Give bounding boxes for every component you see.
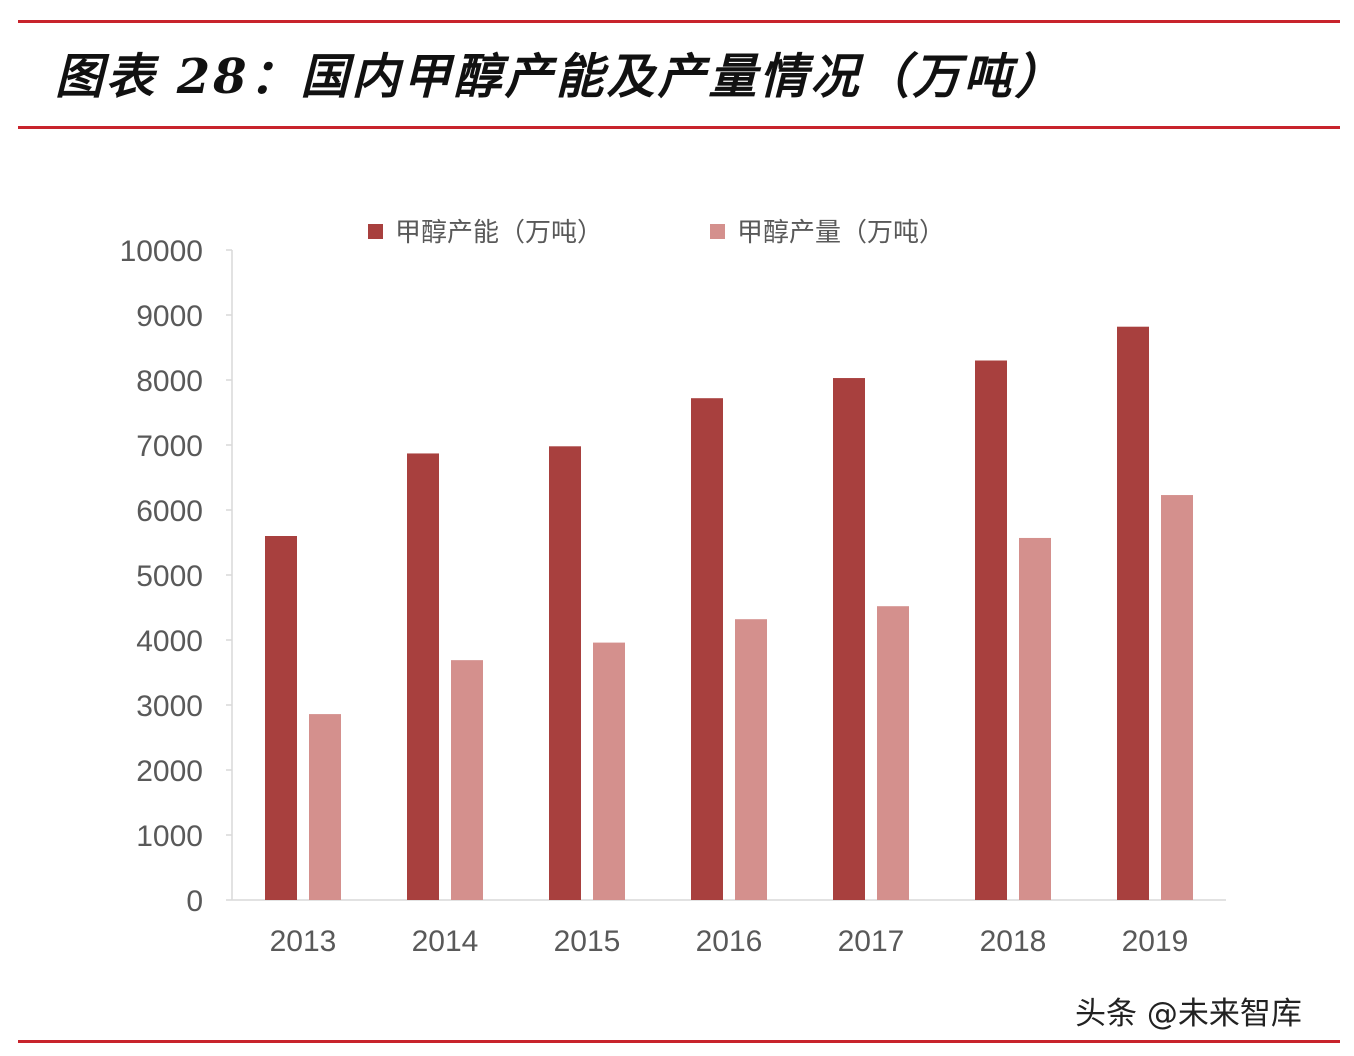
bar-capacity-2013 bbox=[265, 536, 297, 900]
y-tick-label: 10000 bbox=[120, 235, 203, 268]
chart-axes bbox=[231, 250, 1226, 901]
top-rule bbox=[18, 20, 1340, 23]
bar-output-2016 bbox=[735, 619, 767, 900]
legend-swatch-output bbox=[710, 224, 725, 239]
bar-capacity-2016 bbox=[691, 398, 723, 900]
bar-output-2017 bbox=[877, 606, 909, 900]
x-tick-label: 2014 bbox=[412, 925, 479, 958]
legend-swatch-capacity bbox=[368, 224, 383, 239]
x-tick-labels: 2013 2014 2015 2016 2017 2018 2019 bbox=[270, 925, 1189, 958]
bar-output-2019 bbox=[1161, 495, 1193, 900]
bottom-rule bbox=[18, 1040, 1340, 1043]
page-title: 图表 28：国内甲醇产能及产量情况（万吨） bbox=[55, 49, 1066, 105]
bar-capacity-2015 bbox=[549, 446, 581, 900]
y-tick-label: 2000 bbox=[136, 755, 203, 788]
bar-output-2013 bbox=[309, 714, 341, 900]
y-tick-labels: 0 1000 2000 3000 4000 5000 6000 7000 8000 9000 100… bbox=[120, 235, 232, 918]
chart-bars bbox=[265, 326, 1193, 900]
y-tick-label: 5000 bbox=[136, 560, 203, 593]
y-tick-label: 3000 bbox=[136, 690, 203, 723]
legend-label-output: 甲醇产量（万吨） bbox=[737, 218, 945, 248]
y-tick-label: 8000 bbox=[136, 365, 203, 398]
title-underline bbox=[18, 126, 1340, 129]
bar-output-2014 bbox=[451, 660, 483, 900]
bar-output-2015 bbox=[593, 642, 625, 900]
bar-capacity-2019 bbox=[1117, 326, 1149, 900]
bar-capacity-2014 bbox=[407, 453, 439, 900]
y-tick-label: 9000 bbox=[136, 300, 203, 333]
bar-capacity-2018 bbox=[975, 360, 1007, 900]
bar-capacity-2017 bbox=[833, 378, 865, 900]
y-tick-label: 6000 bbox=[136, 495, 203, 528]
bar-output-2018 bbox=[1019, 537, 1051, 900]
x-tick-label: 2016 bbox=[696, 925, 763, 958]
legend-label-capacity: 甲醇产能（万吨） bbox=[395, 218, 603, 248]
x-tick-label: 2013 bbox=[270, 925, 337, 958]
x-tick-label: 2019 bbox=[1122, 925, 1189, 958]
chart-legend: 甲醇产能（万吨） 甲醇产量（万吨） bbox=[368, 218, 945, 248]
y-tick-label: 4000 bbox=[136, 625, 203, 658]
y-tick-label: 7000 bbox=[136, 430, 203, 463]
y-tick-label: 1000 bbox=[136, 820, 203, 853]
x-tick-label: 2017 bbox=[838, 925, 905, 958]
watermark-text: 头条 @未来智库 bbox=[1075, 996, 1302, 1032]
x-tick-label: 2018 bbox=[980, 925, 1047, 958]
x-tick-label: 2015 bbox=[554, 925, 621, 958]
y-tick-label: 0 bbox=[186, 885, 203, 918]
